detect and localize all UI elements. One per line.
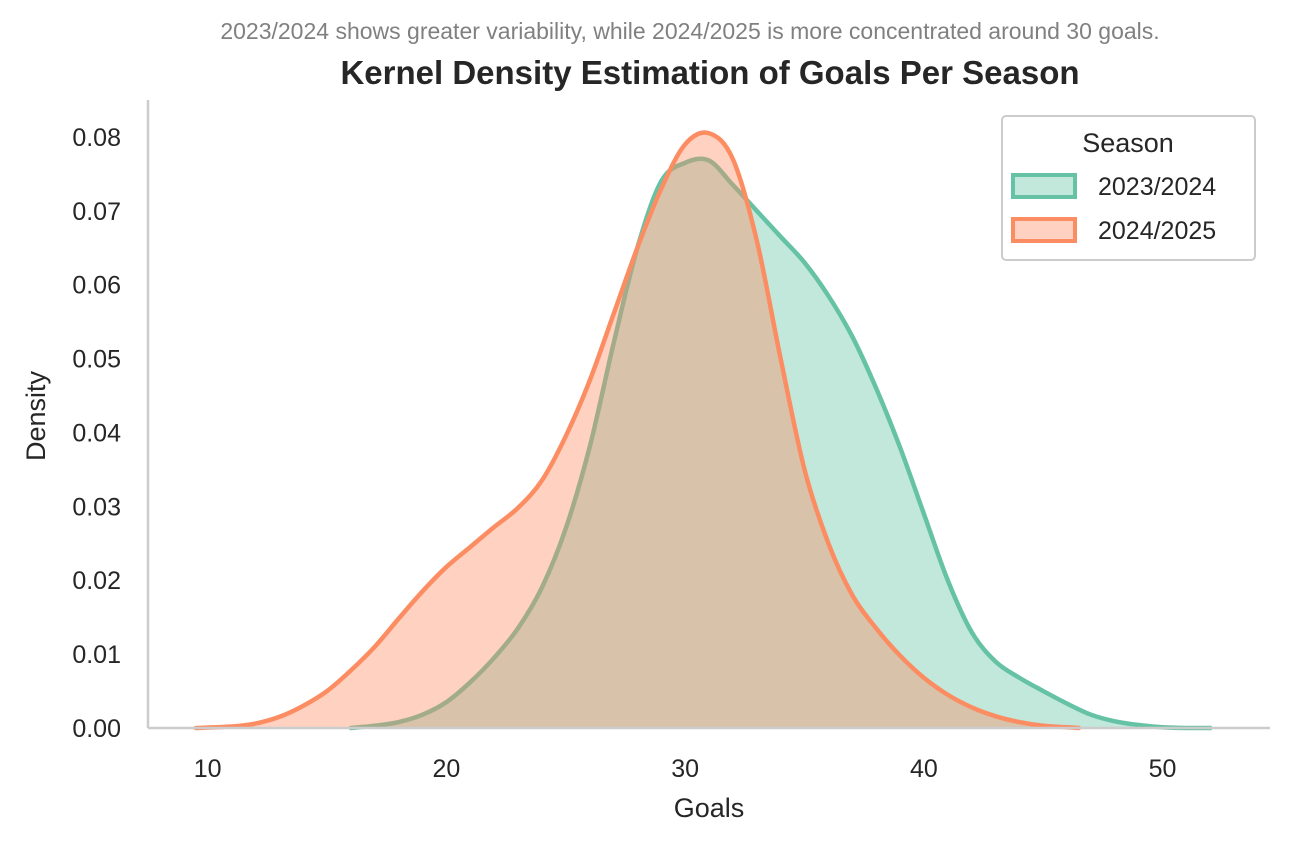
- density-fill-2024-2025: [195, 132, 1080, 729]
- y-tick-label: 0.04: [72, 419, 121, 447]
- legend-label: 2023/2024: [1098, 173, 1216, 201]
- legend-box: [1001, 115, 1256, 261]
- legend: Season 2023/2024 2024/2025: [1001, 115, 1256, 261]
- y-tick-label: 0.05: [72, 346, 121, 374]
- y-tick-label: 0.08: [72, 124, 121, 152]
- x-tick-label: 30: [671, 755, 699, 783]
- x-axis-label: Goals: [674, 793, 745, 823]
- density-areas: [193, 130, 1213, 731]
- density-line-2024-2025: [193, 130, 1082, 731]
- chart-title: Kernel Density Estimation of Goals Per S…: [340, 54, 1079, 91]
- legend-swatch: [1011, 217, 1077, 243]
- y-tick-label: 0.00: [72, 715, 121, 743]
- x-tick-label: 50: [1149, 755, 1177, 783]
- axes: 10 20 30 40 50 0.00 0.01 0.02 0.03 0.04 0.05 0.06 0.…: [72, 100, 1270, 783]
- density-fill-2023-2024: [350, 158, 1211, 729]
- legend-title: Season: [1082, 128, 1174, 158]
- x-tick-label: 20: [432, 755, 460, 783]
- x-tick-label: 40: [910, 755, 938, 783]
- y-tick-label: 0.03: [72, 493, 121, 521]
- x-tick-label: 10: [194, 755, 222, 783]
- y-axis-label: Density: [21, 370, 51, 461]
- y-tick-label: 0.06: [72, 272, 121, 300]
- y-tick-label: 0.02: [72, 567, 121, 595]
- legend-label: 2024/2025: [1098, 217, 1216, 245]
- density-line-2023-2024: [348, 156, 1213, 731]
- legend-swatch: [1011, 173, 1077, 199]
- y-tick-label: 0.01: [72, 641, 121, 669]
- chart-subtitle: 2023/2024 shows greater variability, whi…: [220, 18, 1159, 44]
- y-tick-label: 0.07: [72, 198, 121, 226]
